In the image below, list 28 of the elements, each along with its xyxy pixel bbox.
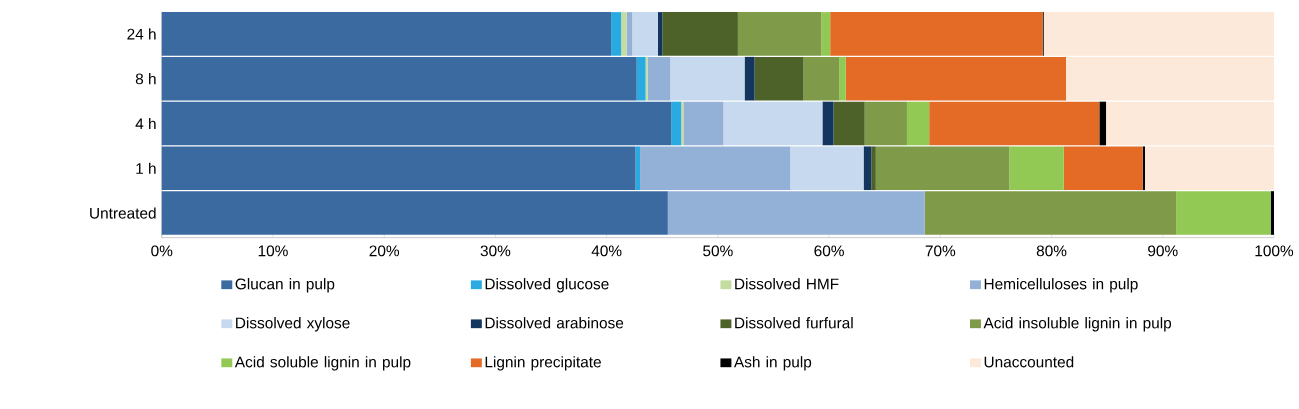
legend-label: Glucan in pulp — [235, 278, 335, 293]
legend-label: Unaccounted — [984, 356, 1074, 368]
y-tick-label: 8 h — [135, 73, 156, 85]
x-tick-label: 80% — [1036, 245, 1067, 257]
y-tick-label: Untreated — [90, 207, 156, 219]
y-tick-label: 24 h — [127, 28, 156, 40]
legend-label: Dissolved glucose — [485, 278, 609, 293]
x-tick-label: 50% — [703, 245, 733, 257]
x-tick-label: 30% — [480, 245, 511, 257]
y-tick-label: 4 h — [135, 117, 156, 130]
legend-label: Acid soluble lignin in pulp — [234, 356, 411, 371]
x-tick-label: 60% — [814, 245, 844, 257]
legend-label: Dissolved xylose — [236, 317, 350, 332]
y-tick-label: 1 h — [136, 162, 156, 174]
legend-label: Ash in pulp — [733, 356, 812, 371]
legend-label: Acid insoluble lignin in pulp — [983, 317, 1172, 332]
legend-label: Lignin precipitate — [485, 356, 601, 371]
legend-label: Hemicelluloses in pulp — [984, 278, 1138, 293]
x-tick-label: 0% — [151, 245, 173, 257]
legend-label: Dissolved furfural — [735, 317, 853, 329]
x-tick-label: 70% — [925, 245, 956, 257]
x-tick-label: 20% — [369, 245, 400, 257]
legend-label: Dissolved arabinose — [485, 317, 624, 329]
x-tick-label: 90% — [1148, 245, 1178, 257]
x-tick-label: 40% — [591, 245, 622, 257]
x-tick-label: 100% — [1255, 245, 1294, 257]
x-tick-label: 10% — [258, 245, 288, 257]
legend-label: Dissolved HMF — [735, 278, 839, 290]
